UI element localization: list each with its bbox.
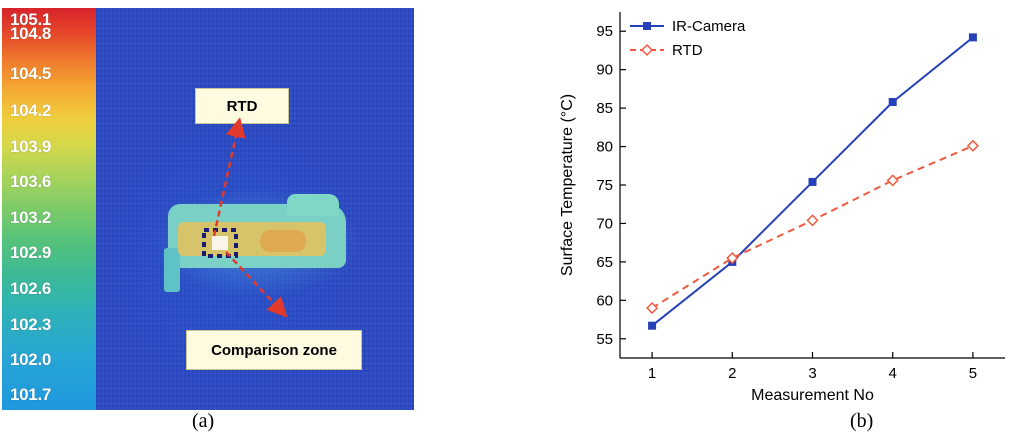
data-point-rtd xyxy=(646,301,659,315)
data-point-ir-camera xyxy=(968,33,977,42)
x-axis-label: Measurement No xyxy=(751,387,874,404)
legend-label-1: RTD xyxy=(672,42,703,59)
y-tick-label: 95 xyxy=(596,23,613,40)
comparison-zone-callout: Comparison zone xyxy=(186,330,362,370)
caption-a: (a) xyxy=(192,410,215,432)
comparison-zone-arrow xyxy=(225,251,288,318)
legend-marker-0 xyxy=(643,22,651,30)
y-tick-label: 70 xyxy=(596,215,613,232)
colorbar-tick: 103.6 xyxy=(10,172,52,191)
data-point-rtd xyxy=(806,214,819,227)
chart-series xyxy=(646,33,979,330)
x-tick-label: 3 xyxy=(808,365,816,382)
x-tick-label: 1 xyxy=(648,365,656,382)
colorbar-tick: 104.2 xyxy=(10,101,52,120)
chart-legend: IR-Camera RTD xyxy=(630,18,746,59)
y-tick-label: 65 xyxy=(596,254,613,271)
data-point-ir-camera xyxy=(808,177,817,186)
colorbar-tick: 102.6 xyxy=(10,279,52,298)
y-tick-label: 90 xyxy=(596,62,613,79)
colorbar-tick: 103.2 xyxy=(10,208,52,227)
colorbar-tick: 105.1 xyxy=(10,10,52,29)
y-tick-label: 80 xyxy=(596,139,613,156)
colorbar-tick: 102.0 xyxy=(10,350,52,369)
temperature-colorbar: 105.1 104.8 104.5 104.2 103.9 103.6 103.… xyxy=(2,8,96,410)
data-point-rtd xyxy=(726,251,739,265)
colorbar-tick: 104.8 xyxy=(10,24,52,43)
comparison-zone-marker xyxy=(202,228,238,258)
colorbar-tick: 102.9 xyxy=(10,243,52,262)
rtd-sensor-marker xyxy=(212,236,228,250)
hotspot-warm xyxy=(260,230,306,252)
colorbar-tick: 103.9 xyxy=(10,137,52,156)
colorbar-tick: 102.3 xyxy=(10,315,52,334)
hotspot-leg xyxy=(164,248,180,292)
caption-b: (b) xyxy=(850,410,874,432)
y-tick-label: 55 xyxy=(596,331,613,348)
y-tick-label: 75 xyxy=(596,177,613,194)
thermal-image: 105.1 104.8 104.5 104.2 103.9 103.6 103.… xyxy=(2,8,414,410)
chart-axes: 55 60 65 70 75 80 85 90 95 1 2 3 4 5 Measurement No Sur… xyxy=(559,12,1005,404)
legend-marker-1 xyxy=(640,43,654,57)
series-line-1 xyxy=(651,144,974,309)
hotspot-top xyxy=(287,194,339,216)
y-axis-label: Surface Temperature (°C) xyxy=(559,94,576,276)
data-point-rtd xyxy=(966,139,979,152)
y-tick-label: 60 xyxy=(596,292,613,309)
legend-label-0: IR-Camera xyxy=(672,18,746,35)
data-point-ir-camera xyxy=(888,97,897,106)
x-tick-label: 4 xyxy=(889,365,897,382)
data-point-ir-camera xyxy=(648,321,657,330)
thermal-annotations xyxy=(202,117,288,318)
colorbar-tick: 101.7 xyxy=(10,385,52,404)
data-point-rtd xyxy=(886,174,899,187)
x-tick-label: 2 xyxy=(728,365,736,382)
y-tick-label: 85 xyxy=(596,100,613,117)
colorbar-tick: 104.5 xyxy=(10,64,52,83)
x-tick-label: 5 xyxy=(969,365,977,382)
